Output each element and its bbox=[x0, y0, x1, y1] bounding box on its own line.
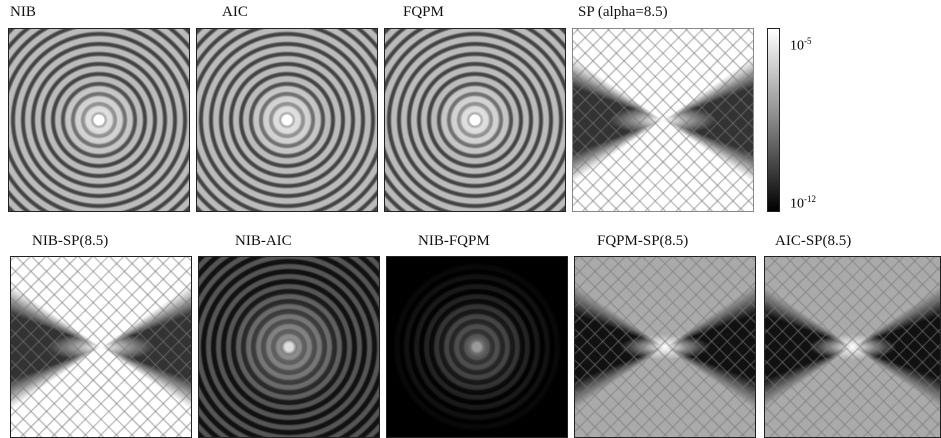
label-base: 10 bbox=[790, 197, 804, 212]
image-panel bbox=[198, 256, 380, 438]
panel-label: FQPM bbox=[403, 4, 444, 21]
image-panel bbox=[386, 256, 568, 438]
label-exponent: -5 bbox=[804, 36, 812, 46]
image-panel bbox=[8, 28, 190, 212]
panel-label: AIC-SP(8.5) bbox=[775, 233, 851, 250]
label-base: 10 bbox=[790, 39, 804, 54]
colorbar-label: 10-12 bbox=[790, 194, 816, 213]
panel-label: SP (alpha=8.5) bbox=[578, 4, 668, 21]
panel-label: NIB-FQPM bbox=[418, 233, 490, 250]
image-panel bbox=[764, 256, 941, 438]
panel-label: AIC bbox=[222, 4, 248, 21]
colorbar bbox=[767, 28, 780, 212]
image-panel bbox=[196, 28, 378, 212]
panel-label: NIB-SP(8.5) bbox=[32, 233, 108, 250]
figure: NIB AIC FQPM SP (alpha=8.5) 10-5 10-12 N… bbox=[0, 0, 941, 438]
image-panel bbox=[572, 28, 754, 212]
panel-label: FQPM-SP(8.5) bbox=[597, 233, 688, 250]
colorbar-label: 10-5 bbox=[790, 36, 812, 55]
label-exponent: -12 bbox=[804, 194, 816, 204]
image-panel bbox=[574, 256, 756, 438]
panel-label: NIB-AIC bbox=[235, 233, 292, 250]
panel-label: NIB bbox=[10, 4, 36, 21]
image-panel bbox=[384, 28, 566, 212]
image-panel bbox=[10, 256, 192, 438]
